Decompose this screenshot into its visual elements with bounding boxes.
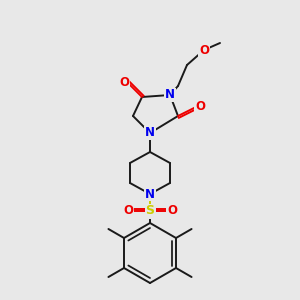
Text: O: O [119, 76, 129, 88]
Text: O: O [167, 205, 177, 218]
Text: O: O [123, 205, 133, 218]
Text: S: S [146, 205, 154, 218]
Text: N: N [145, 188, 155, 200]
Text: O: O [199, 44, 209, 56]
Text: N: N [145, 127, 155, 140]
Text: O: O [195, 100, 205, 112]
Text: N: N [165, 88, 175, 101]
